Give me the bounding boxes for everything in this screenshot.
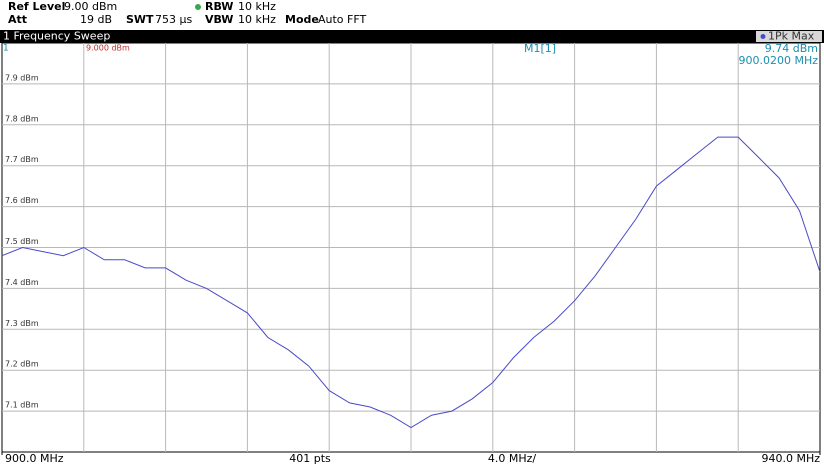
x-tick-label: 900.0 MHz — [5, 452, 64, 465]
label: SWT — [126, 13, 154, 26]
label: Ref Level — [8, 0, 65, 13]
legend-box — [756, 31, 822, 42]
label: RBW — [205, 0, 233, 13]
title-bar — [0, 30, 824, 43]
y-tick-label: 7.1 dBm — [5, 401, 39, 410]
value: 753 µs — [155, 13, 192, 26]
marker-frequency: 900.0200 MHz — [738, 54, 818, 67]
y-tick-label: 7.6 dBm — [5, 196, 39, 205]
ref-marker: 9.000 dBm — [86, 44, 130, 53]
x-tick-label: 940.0 MHz — [761, 452, 820, 465]
label: VBW — [205, 13, 233, 26]
value: 10 kHz — [238, 0, 276, 13]
span-per-div: 4.0 MHz/ — [488, 452, 537, 465]
legend-dot — [760, 34, 766, 39]
y-tick-label: 7.8 dBm — [5, 114, 39, 123]
value: Auto FFT — [318, 13, 366, 26]
value: 9.00 dBm — [64, 0, 117, 13]
y-tick-label: 7.4 dBm — [5, 278, 39, 287]
y-tick-label: 7.2 dBm — [5, 360, 39, 369]
value: 10 kHz — [238, 13, 276, 26]
trace-number: 1 — [3, 44, 9, 54]
marker-name: M1[1] — [524, 42, 556, 55]
trace — [1, 136, 821, 429]
y-tick-label: 7.9 dBm — [5, 73, 39, 82]
legend-entry: 1Pk Max — [768, 30, 815, 43]
points: 401 pts — [289, 452, 331, 465]
marker-level: 9.74 dBm — [765, 42, 818, 55]
y-tick-label: 7.5 dBm — [5, 237, 39, 246]
y-tick-label: 7.3 dBm — [5, 319, 39, 328]
chart-title: 1 Frequency Sweep — [3, 30, 110, 43]
label: Mode — [285, 13, 319, 26]
value: 19 dB — [80, 13, 112, 26]
status-dot — [195, 4, 201, 10]
y-tick-label: 7.7 dBm — [5, 155, 39, 164]
label: Att — [8, 13, 27, 26]
